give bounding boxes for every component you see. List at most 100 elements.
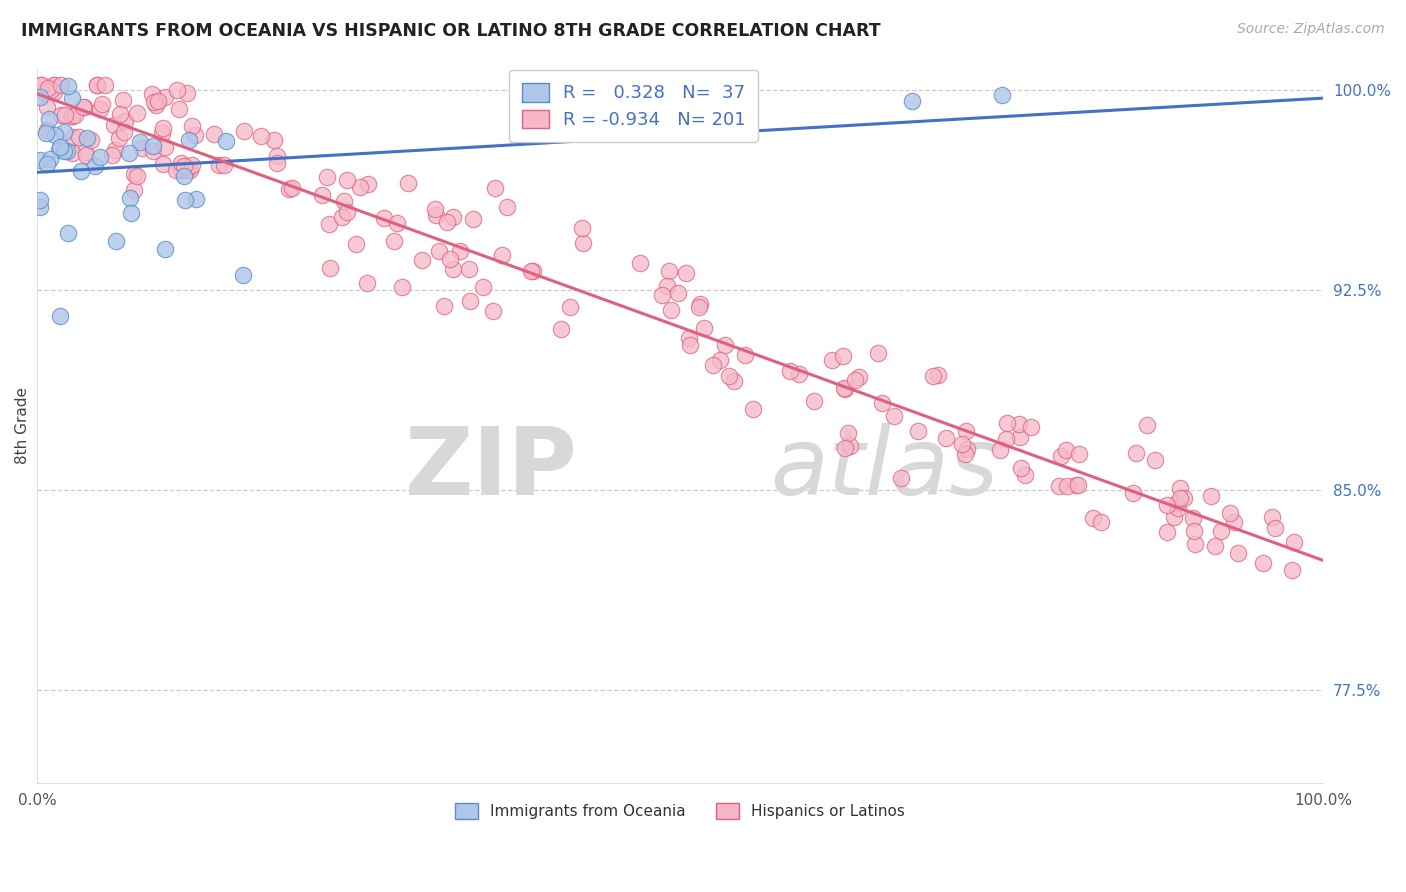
- Point: [173, 193, 195, 207]
- Point: [688, 301, 710, 315]
- Point: [152, 121, 174, 136]
- Point: [80, 133, 103, 147]
- Point: [1184, 537, 1206, 551]
- Point: [28, 193, 51, 207]
- Point: [37, 81, 59, 95]
- Point: [1125, 446, 1147, 460]
- Point: [357, 178, 380, 192]
- Point: [42, 78, 65, 92]
- Point: [108, 131, 131, 145]
- Point: [112, 93, 135, 107]
- Point: [34, 85, 56, 99]
- Point: [441, 210, 464, 224]
- Point: [844, 373, 866, 387]
- Point: [997, 416, 1019, 430]
- Point: [173, 160, 195, 174]
- Point: [91, 97, 114, 112]
- Point: [336, 204, 359, 219]
- Point: [142, 139, 165, 153]
- Point: [316, 170, 339, 185]
- Point: [212, 158, 235, 172]
- Point: [803, 394, 825, 409]
- Point: [572, 235, 595, 250]
- Point: [62, 129, 84, 144]
- Point: [232, 268, 254, 282]
- Point: [263, 133, 285, 147]
- Point: [1222, 515, 1244, 529]
- Point: [35, 156, 58, 170]
- Point: [69, 164, 91, 178]
- Point: [127, 105, 149, 120]
- Point: [86, 78, 108, 92]
- Point: [72, 100, 94, 114]
- Point: [35, 123, 58, 137]
- Point: [890, 471, 912, 485]
- Point: [1166, 496, 1188, 510]
- Point: [520, 263, 543, 277]
- Point: [49, 140, 72, 154]
- Point: [709, 353, 731, 368]
- Point: [333, 194, 356, 208]
- Point: [56, 226, 79, 240]
- Point: [73, 145, 96, 159]
- Point: [491, 248, 513, 262]
- Point: [266, 149, 288, 163]
- Point: [52, 145, 75, 159]
- Point: [666, 286, 689, 301]
- Y-axis label: 8th Grade: 8th Grade: [15, 387, 30, 464]
- Point: [145, 98, 167, 112]
- Point: [179, 162, 201, 177]
- Point: [114, 113, 136, 128]
- Point: [373, 211, 395, 226]
- Point: [1168, 491, 1191, 505]
- Point: [1163, 509, 1185, 524]
- Point: [169, 162, 191, 177]
- Point: [723, 375, 745, 389]
- Point: [741, 402, 763, 417]
- Point: [349, 179, 371, 194]
- Point: [53, 107, 76, 121]
- Point: [153, 139, 176, 153]
- Point: [550, 322, 572, 336]
- Point: [870, 395, 893, 409]
- Legend: Immigrants from Oceania, Hispanics or Latinos: Immigrants from Oceania, Hispanics or La…: [449, 797, 911, 825]
- Text: ZIP: ZIP: [405, 423, 578, 515]
- Point: [215, 134, 238, 148]
- Point: [176, 87, 198, 101]
- Point: [1143, 452, 1166, 467]
- Point: [122, 183, 145, 197]
- Point: [990, 88, 1012, 103]
- Point: [103, 143, 125, 157]
- Point: [142, 144, 165, 158]
- Point: [658, 263, 681, 277]
- Point: [60, 110, 83, 124]
- Point: [1064, 478, 1087, 492]
- Point: [449, 244, 471, 258]
- Point: [571, 221, 593, 235]
- Point: [689, 297, 711, 311]
- Point: [48, 143, 70, 157]
- Point: [42, 78, 65, 92]
- Point: [922, 369, 945, 384]
- Point: [935, 431, 957, 445]
- Point: [75, 148, 97, 162]
- Point: [883, 409, 905, 424]
- Point: [655, 279, 678, 293]
- Point: [1264, 521, 1286, 535]
- Point: [1173, 491, 1195, 505]
- Point: [1008, 430, 1031, 444]
- Point: [1050, 450, 1073, 464]
- Point: [152, 157, 174, 171]
- Point: [120, 206, 142, 220]
- Point: [281, 181, 304, 195]
- Point: [956, 442, 979, 457]
- Point: [439, 252, 461, 267]
- Point: [183, 128, 205, 142]
- Point: [1047, 478, 1070, 492]
- Point: [122, 167, 145, 181]
- Point: [153, 242, 176, 256]
- Point: [1054, 443, 1077, 458]
- Point: [103, 118, 125, 132]
- Point: [28, 200, 51, 214]
- Point: [1251, 556, 1274, 570]
